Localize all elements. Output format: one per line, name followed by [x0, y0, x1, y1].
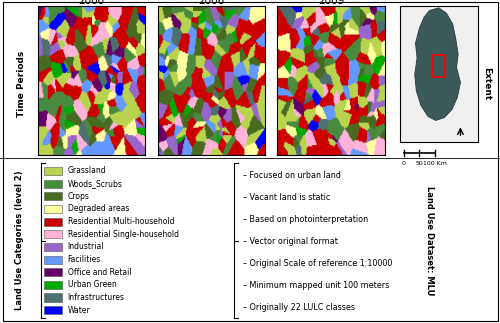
- Text: Residential Single-household: Residential Single-household: [68, 230, 179, 239]
- Text: – Vector original format: – Vector original format: [244, 237, 338, 246]
- Text: Woods_Scrubs: Woods_Scrubs: [68, 179, 122, 188]
- Text: Time Periods: Time Periods: [16, 51, 26, 117]
- Bar: [44, 192, 62, 201]
- Bar: [44, 306, 62, 314]
- Polygon shape: [414, 8, 461, 120]
- Bar: [44, 205, 62, 213]
- Text: Urban Green: Urban Green: [68, 280, 116, 289]
- Text: 50: 50: [416, 161, 423, 166]
- Text: 100 Km: 100 Km: [423, 161, 447, 166]
- Text: Office and Retail: Office and Retail: [68, 268, 132, 277]
- Bar: [44, 268, 62, 276]
- Bar: [44, 281, 62, 289]
- Bar: [44, 243, 62, 251]
- Text: Facilities: Facilities: [68, 255, 101, 264]
- Bar: [44, 255, 62, 264]
- Text: Infrastructures: Infrastructures: [68, 293, 125, 302]
- Text: Grassland: Grassland: [68, 166, 106, 175]
- Text: Land Use Dataset: MLU: Land Use Dataset: MLU: [425, 186, 434, 295]
- Bar: [44, 217, 62, 226]
- Text: 0: 0: [402, 161, 406, 166]
- Bar: [44, 167, 62, 175]
- Title: 2006: 2006: [198, 0, 224, 6]
- Text: Industrial: Industrial: [68, 243, 104, 252]
- Text: – Originally 22 LULC classes: – Originally 22 LULC classes: [244, 303, 356, 312]
- Bar: [44, 294, 62, 302]
- Text: Extent: Extent: [482, 68, 491, 100]
- Title: 2000: 2000: [78, 0, 104, 6]
- Text: Land Use Categories (level 2): Land Use Categories (level 2): [15, 171, 24, 310]
- Bar: [432, 55, 445, 77]
- Text: Water: Water: [68, 306, 90, 315]
- Bar: [44, 180, 62, 188]
- Text: – Vacant land is static: – Vacant land is static: [244, 193, 330, 202]
- Title: 2009: 2009: [318, 0, 344, 6]
- Text: Residential Multi-household: Residential Multi-household: [68, 217, 174, 226]
- Text: – Original Scale of reference 1:10000: – Original Scale of reference 1:10000: [244, 259, 392, 268]
- Text: – Based on photointerpretation: – Based on photointerpretation: [244, 215, 368, 224]
- Text: Degraded areas: Degraded areas: [68, 204, 129, 214]
- Text: – Focused on urban land: – Focused on urban land: [244, 171, 341, 180]
- Text: – Minimum mapped unit 100 meters: – Minimum mapped unit 100 meters: [244, 281, 390, 290]
- Text: Crops: Crops: [68, 192, 90, 201]
- Bar: [44, 230, 62, 238]
